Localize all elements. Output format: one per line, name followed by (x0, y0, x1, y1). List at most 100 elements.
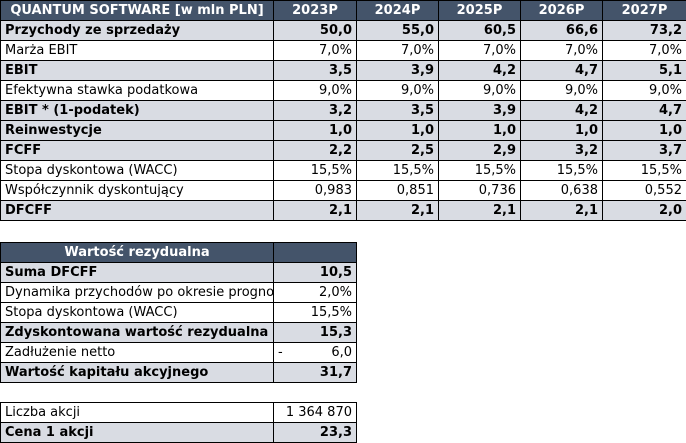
row-label: Wartość kapitału akcyjnego (0, 362, 274, 383)
value-cell: 2,9 (438, 140, 521, 161)
value-cell: 2,5 (356, 140, 439, 161)
value-cell: 9,0% (602, 80, 686, 101)
residual-value-body: Wartość rezydualna Suma DFCFF 10,5 Dynamik… (0, 242, 357, 383)
value-cell: 0,638 (520, 180, 603, 201)
value-cell: 0,983 (273, 180, 357, 201)
value-cell: 7,0% (438, 40, 521, 61)
table-row: Stopa dyskontowa (WACC) 15,5% 15,5% 15,5% 15… (0, 160, 686, 181)
row-label: Liczba akcji (0, 402, 274, 423)
table-row: DFCFF 2,1 2,1 2,1 2,1 2,0 (0, 200, 686, 221)
value-cell: 31,7 (273, 362, 357, 383)
table-row: Przychody ze sprzedaży 50,0 55,0 60,5 66,6 73… (0, 20, 686, 41)
table-row: FCFF 2,2 2,5 2,9 3,2 3,7 (0, 140, 686, 161)
table-header-row: QUANTUM SOFTWARE [w mln PLN] 2023P 2024P… (0, 0, 686, 21)
year-header: 2024P (356, 0, 439, 21)
value-cell: 73,2 (602, 20, 686, 41)
value-cell: 66,6 (520, 20, 603, 41)
value-cell: 4,2 (438, 60, 521, 81)
value-cell: 2,1 (273, 200, 357, 221)
value-cell: 0,552 (602, 180, 686, 201)
value-cell: 15,5% (520, 160, 603, 181)
value-cell: 9,0% (520, 80, 603, 101)
year-header: 2025P (438, 0, 521, 21)
row-label: Reinwestycje (0, 120, 274, 141)
value-cell: 2,2 (273, 140, 357, 161)
row-label: Zadłużenie netto (0, 342, 274, 363)
residual-header-blank (273, 242, 357, 263)
value-cell: 50,0 (273, 20, 357, 41)
value-cell: 2,0 (602, 200, 686, 221)
value-cell: 7,0% (273, 40, 357, 61)
row-label: Zdyskontowana wartość rezydualna (0, 322, 274, 343)
year-header: 2023P (273, 0, 357, 21)
row-label: Efektywna stawka podatkowa (0, 80, 274, 101)
dcf-forecast-body: QUANTUM SOFTWARE [w mln PLN] 2023P 2024P… (0, 0, 686, 221)
table-title: QUANTUM SOFTWARE [w mln PLN] (0, 0, 274, 21)
value-cell: 1 364 870 (273, 402, 357, 423)
row-label: DFCFF (0, 200, 274, 221)
value-prefix: - (278, 345, 283, 360)
value-cell: 9,0% (438, 80, 521, 101)
value-cell: 2,1 (438, 200, 521, 221)
value-cell: 15,5% (273, 160, 357, 181)
value-cell: 3,9 (438, 100, 521, 121)
value-cell: 10,5 (273, 262, 357, 283)
value-cell: 7,0% (356, 40, 439, 61)
dcf-forecast-table: QUANTUM SOFTWARE [w mln PLN] 2023P 2024P… (0, 0, 686, 221)
value-cell: 3,2 (273, 100, 357, 121)
value-cell: 7,0% (602, 40, 686, 61)
table-row: Współczynnik dyskontujący 0,983 0,851 0,736… (0, 180, 686, 201)
row-label: EBIT * (1-podatek) (0, 100, 274, 121)
value-cell: 15,5% (273, 302, 357, 323)
row-label: Współczynnik dyskontujący (0, 180, 274, 201)
value-cell: 1,0 (520, 120, 603, 141)
value-cell: 9,0% (356, 80, 439, 101)
value-cell: 15,5% (602, 160, 686, 181)
row-label: Stopa dyskontowa (WACC) (0, 160, 274, 181)
value-cell: 3,5 (356, 100, 439, 121)
value-cell: 3,9 (356, 60, 439, 81)
table-row: Dynamika przychodów po okresie prognozy 2… (0, 282, 357, 303)
value-cell: 7,0% (520, 40, 603, 61)
year-header: 2027P (602, 0, 686, 21)
value-cell: 60,5 (438, 20, 521, 41)
table-row: Cena 1 akcji 23,3 (0, 422, 357, 443)
value-cell: 2,1 (520, 200, 603, 221)
share-price-table: Liczba akcji 1 364 870 Cena 1 akcji 23,3 (0, 402, 357, 443)
value-cell: 3,2 (520, 140, 603, 161)
value-cell: 1,0 (438, 120, 521, 141)
value-cell: 0,851 (356, 180, 439, 201)
value-cell: 4,2 (520, 100, 603, 121)
value-cell: 23,3 (273, 422, 357, 443)
table-row: Liczba akcji 1 364 870 (0, 402, 357, 423)
value-cell: 4,7 (520, 60, 603, 81)
value-cell: 15,3 (273, 322, 357, 343)
value-cell: 15,5% (438, 160, 521, 181)
row-label: Przychody ze sprzedaży (0, 20, 274, 41)
row-label: EBIT (0, 60, 274, 81)
value-cell: 3,5 (273, 60, 357, 81)
value-cell: 1,0 (356, 120, 439, 141)
value-cell: 3,7 (602, 140, 686, 161)
table-row: Wartość kapitału akcyjnego 31,7 (0, 362, 357, 383)
value-cell: 55,0 (356, 20, 439, 41)
value-cell: - 6,0 (273, 342, 357, 363)
value-cell: 9,0% (273, 80, 357, 101)
value-cell: 0,736 (438, 180, 521, 201)
row-label: FCFF (0, 140, 274, 161)
table-row: EBIT 3,5 3,9 4,2 4,7 5,1 (0, 60, 686, 81)
residual-value-table: Wartość rezydualna Suma DFCFF 10,5 Dynamik… (0, 242, 357, 383)
row-label: Suma DFCFF (0, 262, 274, 283)
residual-title: Wartość rezydualna (0, 242, 274, 263)
row-label: Stopa dyskontowa (WACC) (0, 302, 274, 323)
value-cell: 15,5% (356, 160, 439, 181)
value-cell: 4,7 (602, 100, 686, 121)
table-row: Efektywna stawka podatkowa 9,0% 9,0% 9,0% 9,… (0, 80, 686, 101)
value-cell: 5,1 (602, 60, 686, 81)
row-label: Marża EBIT (0, 40, 274, 61)
value-cell: 2,0% (273, 282, 357, 303)
value-cell: 1,0 (602, 120, 686, 141)
value-cell: 2,1 (356, 200, 439, 221)
residual-header-row: Wartość rezydualna (0, 242, 357, 263)
value-cell: 1,0 (273, 120, 357, 141)
